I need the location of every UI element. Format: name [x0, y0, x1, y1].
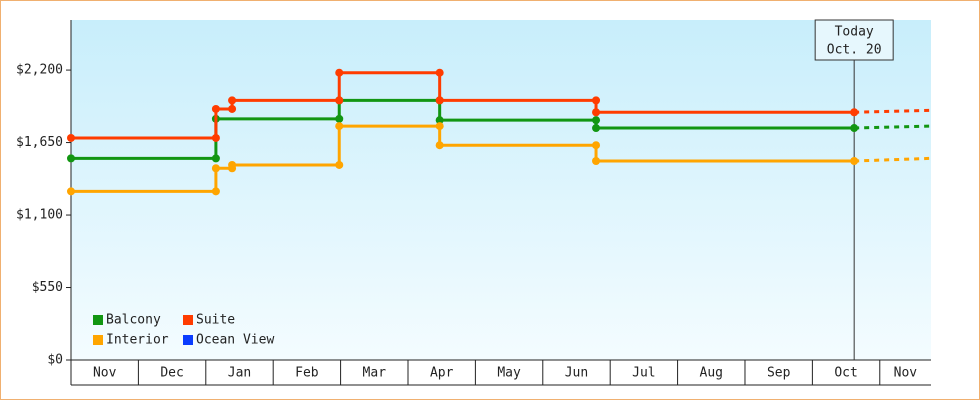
x-tick-label: Oct — [834, 366, 857, 381]
point — [435, 122, 444, 131]
point — [228, 104, 237, 113]
legend-label: Suite — [196, 313, 235, 328]
legend-swatch — [183, 335, 193, 345]
point — [592, 157, 601, 166]
point — [592, 96, 601, 105]
projection-line — [854, 156, 932, 163]
legend-label: Balcony — [106, 313, 161, 328]
x-tick-label: Apr — [430, 366, 454, 381]
point — [211, 187, 220, 196]
point — [211, 104, 220, 113]
legend-label: Interior — [106, 333, 169, 348]
point — [335, 114, 344, 123]
projection-line — [854, 108, 932, 114]
point — [592, 141, 601, 150]
point — [211, 154, 220, 163]
x-tick-label: Jan — [228, 366, 251, 381]
point — [850, 124, 859, 133]
x-tick-label: Feb — [295, 366, 319, 381]
today-box — [814, 19, 894, 61]
y-tick-label: $2,200 — [16, 63, 63, 78]
x-tick-label: Nov — [93, 366, 117, 381]
legend-label: Ocean View — [196, 333, 274, 348]
point — [592, 124, 601, 133]
x-tick-label: Aug — [700, 366, 723, 381]
x-tick-label: Sep — [767, 366, 791, 381]
point — [435, 68, 444, 77]
point — [435, 141, 444, 150]
legend-swatch — [93, 315, 103, 325]
point — [335, 160, 344, 169]
point — [228, 160, 237, 169]
today-label: Today — [835, 25, 874, 40]
point — [67, 187, 75, 196]
y-tick-label: $0 — [47, 353, 63, 368]
point — [592, 108, 601, 117]
point — [592, 116, 601, 125]
x-tick-label: Jun — [565, 366, 588, 381]
point — [211, 164, 220, 173]
point — [435, 96, 444, 105]
x-tick-label: Nov — [894, 366, 918, 381]
x-tick-label: Mar — [363, 366, 387, 381]
x-tick-label: May — [497, 366, 521, 381]
point — [335, 96, 344, 105]
point — [228, 96, 237, 105]
y-tick-label: $1,100 — [16, 208, 63, 223]
point — [335, 68, 344, 77]
y-tick-label: $1,650 — [16, 135, 63, 150]
point — [211, 133, 220, 142]
point — [335, 122, 344, 131]
x-tick-label: Dec — [160, 366, 183, 381]
point — [67, 154, 75, 163]
projection-line — [854, 124, 932, 130]
y-tick-label: $550 — [32, 280, 63, 295]
legend-swatch — [183, 315, 193, 325]
today-date: Oct. 20 — [827, 43, 882, 58]
point — [67, 133, 75, 142]
legend-swatch — [93, 335, 103, 345]
x-tick-label: Jul — [632, 366, 655, 381]
point — [435, 116, 444, 125]
